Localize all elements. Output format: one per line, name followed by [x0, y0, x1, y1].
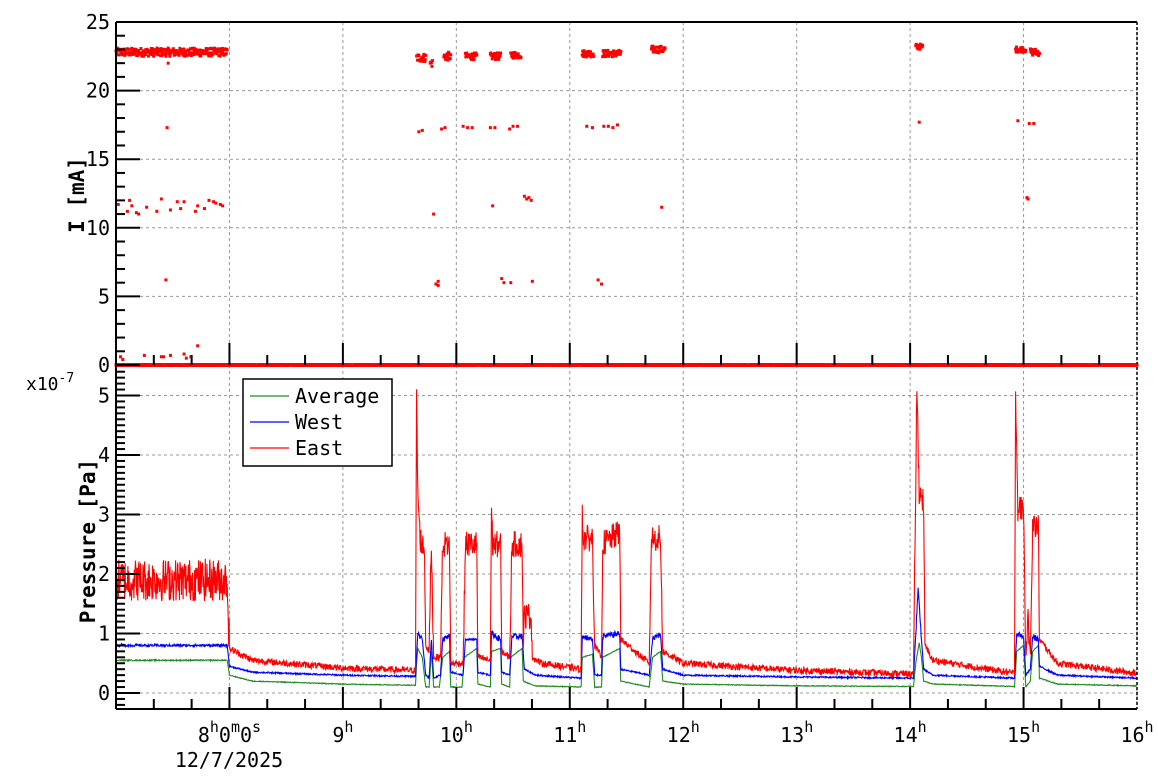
top-y-tick-label: 20: [86, 79, 110, 103]
x-tick-label: 14h: [894, 718, 927, 747]
bottom-y-tick-label: 0: [98, 681, 110, 705]
pressure-line-series: [115, 389, 1138, 689]
x-tick-label: 10h: [440, 718, 473, 747]
bottom-panel-grid: [116, 365, 1138, 709]
x-tick-label: 9h: [332, 718, 353, 747]
series-west: [115, 587, 1138, 681]
top-y-tick-label: 10: [86, 216, 110, 240]
date-label: 12/7/2025: [175, 748, 283, 772]
x-tick-label: 15h: [1007, 718, 1040, 747]
x-tick-label: 11h: [553, 718, 586, 747]
top-y-tick-label: 15: [86, 147, 110, 171]
axes-frame: [115, 21, 1138, 710]
bottom-y-axis-title: Pressure [Pa]: [76, 459, 100, 623]
x-tick-label: 13h: [780, 718, 813, 747]
top-y-axis-title: I [mA]: [65, 157, 89, 233]
top-y-tick-label: 0: [98, 353, 110, 377]
top-y-tick-label: 25: [86, 10, 110, 34]
current-scatter-series: [114, 42, 1139, 367]
x-tick-label: 16h: [1120, 718, 1153, 747]
bottom-y-tick-label: 2: [98, 562, 110, 586]
x-tick-label: 8h0m0s: [198, 718, 261, 747]
top-y-tick-label: 5: [98, 284, 110, 308]
x-tick-label: 12h: [667, 718, 700, 747]
tick-labels: 0 5 10 15 20 25 0 1 2 3 4 5 8h0m0s 9h 10h 11h 12h 13h 14h 1…: [86, 10, 1154, 747]
series-average: [115, 642, 1138, 689]
legend-label-east: East: [295, 436, 343, 460]
bottom-y-tick-label: 3: [98, 503, 110, 527]
legend-label-west: West: [295, 410, 343, 434]
legend: Average West East: [242, 378, 393, 467]
top-panel-grid: [116, 21, 1138, 366]
series-east: [115, 389, 1138, 679]
bottom-y-tick-label: 5: [98, 384, 110, 408]
y-multiplier-label: x10-7: [26, 371, 74, 395]
legend-label-average: Average: [295, 384, 379, 408]
bottom-y-tick-label: 1: [98, 622, 110, 646]
bottom-y-tick-label: 4: [98, 443, 110, 467]
